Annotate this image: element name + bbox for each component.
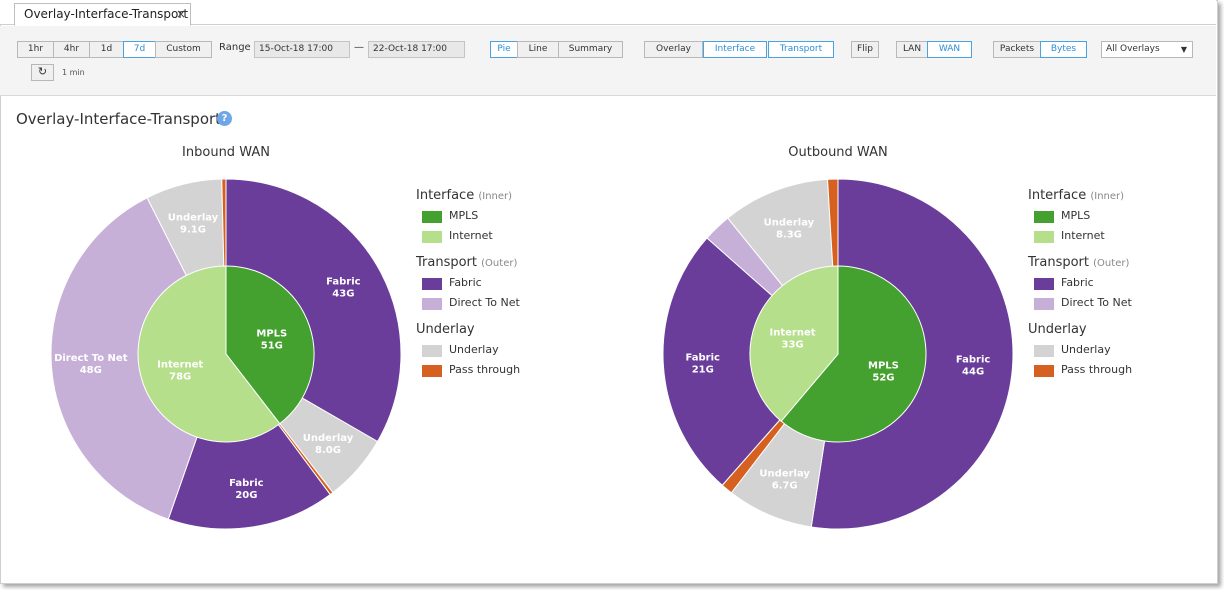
- page-title: Overlay-Interface-Transport: [16, 110, 222, 128]
- legend-swatch: [422, 298, 442, 310]
- range-separator: —: [354, 42, 364, 53]
- inbound-outer-label-fabric: Fabric: [326, 276, 361, 287]
- refresh-interval: 1 min: [62, 68, 85, 77]
- inbound-outer-label-underlay: Underlay: [303, 433, 354, 444]
- legend-item-internet[interactable]: Internet: [416, 228, 586, 248]
- outbound-outer-value-fabric: 21G: [692, 364, 714, 375]
- inbound-inner-slice-internet[interactable]: [137, 265, 281, 443]
- inbound-outer-label-fabric: Fabric: [229, 478, 264, 489]
- inbound-outer-value-fabric: 43G: [332, 288, 354, 299]
- inbound-inner-label-mpls: MPLS: [256, 328, 287, 339]
- inbound-outer-label-direct-to-net: Direct To Net: [54, 353, 128, 364]
- tab-overlay-interface-transport[interactable]: Overlay-Interface-Transport ×: [14, 3, 191, 26]
- legend-inbound: Interface (Inner) MPLS Internet Transpor…: [416, 188, 586, 382]
- legend-underlay-title: Underlay: [416, 322, 475, 337]
- outbound-outer-label-fabric: Fabric: [956, 354, 991, 365]
- inbound-inner-value-internet: 78G: [169, 372, 191, 383]
- inbound-inner-slice-mpls[interactable]: [225, 265, 315, 425]
- dropdown-arrow-icon: ▼: [1180, 45, 1187, 54]
- outbound-outer-value-underlay: 8.3G: [776, 230, 802, 241]
- layer-interface-button[interactable]: Interface: [703, 41, 767, 58]
- close-icon[interactable]: ×: [175, 7, 186, 21]
- legend-item-direct-to-net[interactable]: Direct To Net: [416, 295, 586, 315]
- legend-transport-title: Transport (Outer): [416, 255, 518, 270]
- outbound-inner-slice-internet[interactable]: [749, 265, 839, 422]
- legend-interface-title: Interface (Inner): [1028, 188, 1125, 203]
- legend-swatch: [422, 278, 442, 290]
- range-label: Range: [219, 42, 251, 53]
- layer-transport-button[interactable]: Transport: [768, 41, 834, 58]
- inbound-outer-value-direct-to-net: 48G: [80, 365, 102, 376]
- legend-swatch: [1034, 231, 1054, 243]
- inbound-inner-value-mpls: 51G: [261, 340, 283, 351]
- legend-item-internet[interactable]: Internet: [1028, 228, 1198, 248]
- view-summary-button[interactable]: Summary: [558, 41, 623, 58]
- chart-title-outbound: Outbound WAN: [788, 145, 888, 160]
- legend-outbound: Interface (Inner) MPLS Internet Transpor…: [1028, 188, 1198, 382]
- legend-item-fabric[interactable]: Fabric: [1028, 275, 1198, 295]
- inbound-outer-value-underlay: 9.1G: [180, 225, 206, 236]
- help-icon[interactable]: ?: [217, 111, 232, 126]
- outbound-outer-value-underlay: 6.7G: [772, 481, 798, 492]
- legend-item-underlay[interactable]: Underlay: [416, 342, 586, 362]
- range-start-field[interactable]: 15-Oct-18 17:00: [254, 41, 350, 58]
- unit-bytes-button[interactable]: Bytes: [1040, 41, 1087, 58]
- legend-item-direct-to-net[interactable]: Direct To Net: [1028, 295, 1198, 315]
- layer-overlay-button[interactable]: Overlay: [644, 41, 703, 58]
- network-wan-button[interactable]: WAN: [927, 41, 972, 58]
- legend-swatch: [1034, 211, 1054, 223]
- outbound-outer-label-underlay: Underlay: [764, 218, 815, 229]
- inbound-outer-label-underlay: Underlay: [168, 213, 219, 224]
- outbound-outer-label-underlay: Underlay: [759, 469, 810, 480]
- legend-swatch: [1034, 278, 1054, 290]
- inbound-outer-slice-fabric[interactable]: [167, 352, 331, 530]
- tab-bar: Overlay-Interface-Transport ×: [0, 0, 1216, 26]
- legend-underlay-title: Underlay: [1028, 322, 1087, 337]
- inbound-outer-value-underlay: 8.0G: [315, 445, 341, 456]
- legend-item-mpls[interactable]: MPLS: [416, 208, 586, 228]
- legend-swatch: [422, 345, 442, 357]
- legend-transport-title: Transport (Outer): [1028, 255, 1130, 270]
- overlay-select[interactable]: All Overlays ▼: [1101, 41, 1193, 58]
- legend-swatch: [422, 231, 442, 243]
- legend-swatch: [1034, 345, 1054, 357]
- range-end-field[interactable]: 22-Oct-18 17:00: [368, 41, 465, 58]
- inbound-outer-value-fabric: 20G: [235, 490, 257, 501]
- legend-interface-title: Interface (Inner): [416, 188, 513, 203]
- outbound-outer-value-fabric: 44G: [962, 366, 984, 377]
- inbound-inner-label-internet: Internet: [157, 360, 203, 371]
- refresh-icon[interactable]: ↻: [31, 64, 54, 81]
- tab-label: Overlay-Interface-Transport: [24, 7, 189, 21]
- toolbar: 1hr 4hr 1d 7d Custom Range 15-Oct-18 17:…: [0, 26, 1216, 96]
- legend-swatch: [422, 211, 442, 223]
- legend-item-pass-through[interactable]: Pass through: [1028, 362, 1198, 382]
- outbound-inner-value-internet: 33G: [781, 339, 803, 350]
- outbound-inner-label-internet: Internet: [770, 327, 816, 338]
- legend-swatch: [1034, 365, 1054, 377]
- outbound-inner-slice-mpls[interactable]: [780, 265, 927, 443]
- outbound-outer-label-fabric: Fabric: [686, 352, 721, 363]
- legend-item-fabric[interactable]: Fabric: [416, 275, 586, 295]
- legend-swatch: [1034, 298, 1054, 310]
- legend-item-mpls[interactable]: MPLS: [1028, 208, 1198, 228]
- legend-item-pass-through[interactable]: Pass through: [416, 362, 586, 382]
- legend-item-underlay[interactable]: Underlay: [1028, 342, 1198, 362]
- chart-title-inbound: Inbound WAN: [182, 145, 270, 160]
- legend-swatch: [422, 365, 442, 377]
- outbound-inner-label-mpls: MPLS: [868, 361, 899, 372]
- time-custom-button[interactable]: Custom: [155, 41, 212, 58]
- flip-button[interactable]: Flip: [851, 41, 879, 58]
- overlay-select-value: All Overlays: [1106, 44, 1160, 54]
- outbound-inner-value-mpls: 52G: [872, 373, 894, 384]
